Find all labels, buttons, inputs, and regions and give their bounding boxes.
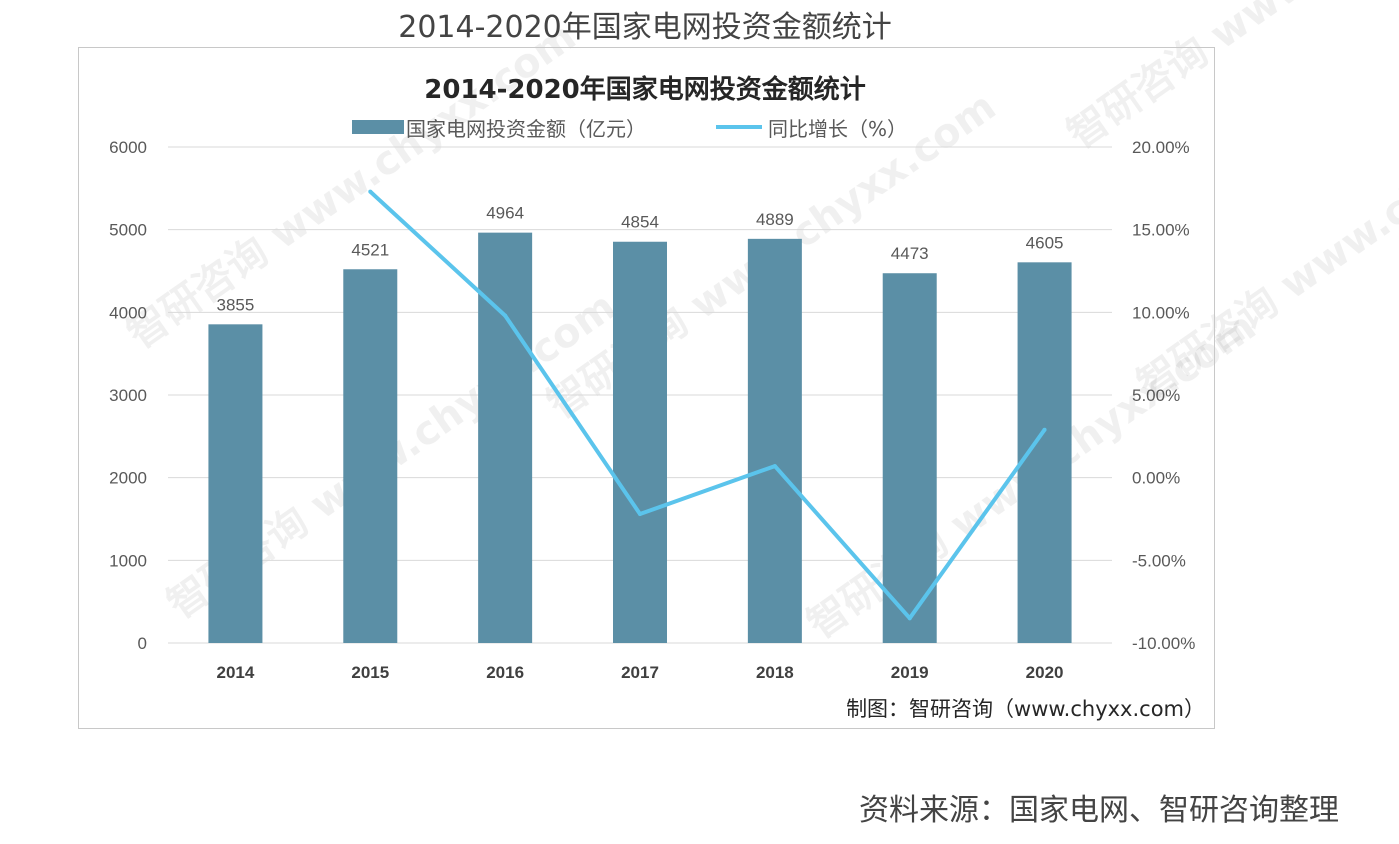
x-tick-label: 2019: [891, 663, 929, 682]
bar-2019: [882, 273, 937, 643]
growth-point: [503, 313, 508, 318]
right-tick-label: -10.00%: [1132, 634, 1195, 653]
left-tick-label: 1000: [109, 551, 147, 570]
right-tick-label: -5.00%: [1132, 551, 1186, 570]
left-tick-label: 0: [138, 634, 147, 653]
growth-point: [772, 464, 777, 469]
right-tick-label: 5.00%: [1132, 386, 1180, 405]
growth-point: [907, 616, 912, 621]
right-tick-label: 15.00%: [1132, 221, 1190, 240]
data-label: 4854: [621, 213, 659, 232]
bar-2015: [343, 269, 398, 643]
data-label: 4605: [1026, 233, 1064, 252]
left-tick-label: 5000: [109, 221, 147, 240]
chart-title: 2014-2020年国家电网投资金额统计: [424, 74, 866, 105]
left-tick-label: 3000: [109, 386, 147, 405]
x-tick-label: 2015: [351, 663, 389, 682]
x-tick-label: 2017: [621, 663, 659, 682]
data-label: 4889: [756, 210, 794, 229]
growth-point: [638, 512, 642, 517]
x-tick-label: 2020: [1026, 663, 1064, 682]
x-tick-label: 2016: [486, 663, 524, 682]
growth-line: [368, 190, 1047, 621]
right-tick-label: 10.00%: [1132, 303, 1190, 322]
data-label: 4473: [891, 244, 929, 263]
left-tick-label: 2000: [109, 469, 147, 488]
chart-credit: 制图：智研咨询（www.chyxx.com）: [846, 697, 1205, 721]
left-tick-label: 4000: [109, 303, 147, 322]
right-tick-label: 20.00%: [1132, 138, 1190, 157]
legend-bar-label: 国家电网投资金额（亿元）: [406, 117, 646, 141]
bar-2014: [208, 324, 263, 643]
page-title: 2014-2020年国家电网投资金额统计: [398, 10, 892, 45]
chart-frame: [78, 47, 1215, 729]
data-label: 4964: [486, 204, 524, 223]
left-tick-label: 6000: [109, 138, 147, 157]
growth-point: [1042, 427, 1047, 432]
right-tick-label: 0.00%: [1132, 469, 1180, 488]
bar-2017: [613, 241, 667, 643]
data-label: 3855: [217, 295, 255, 314]
legend-bar-swatch: [352, 120, 404, 134]
data-label: 4521: [351, 240, 389, 259]
x-tick-label: 2018: [756, 663, 794, 682]
legend-line-label: 同比增长（%）: [768, 117, 907, 141]
x-tick-label: 2014: [217, 663, 255, 682]
source-note: 资料来源：国家电网、智研咨询整理: [859, 793, 1339, 828]
bar-2018: [747, 238, 802, 644]
growth-point: [368, 189, 373, 194]
